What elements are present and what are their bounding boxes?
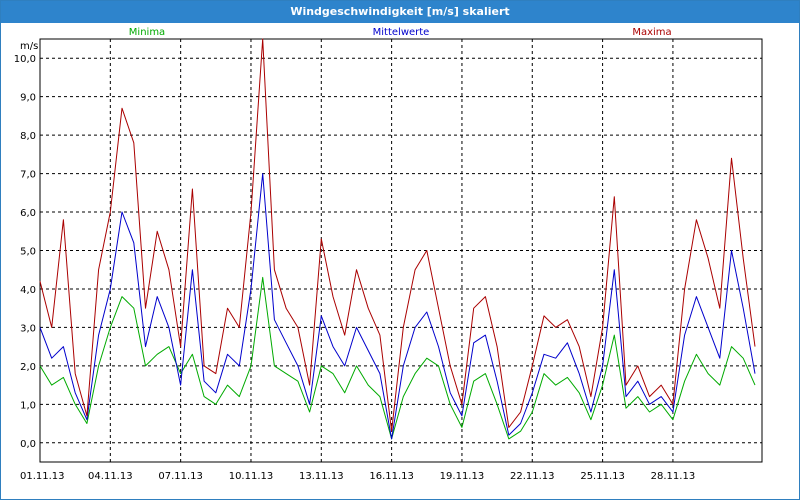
x-tick-label: 13.11.13 (299, 471, 344, 482)
x-tick-label: 25.11.13 (580, 471, 625, 482)
y-tick-label: 7,0 (20, 170, 36, 181)
y-tick-label: 1,0 (20, 400, 36, 411)
y-tick-label: 6,0 (20, 208, 36, 219)
y-tick-label: 0,0 (20, 439, 36, 450)
legend-minima: Minima (129, 27, 165, 38)
y-tick-label: 2,0 (20, 362, 36, 373)
y-axis-unit: m/s (20, 41, 38, 52)
series-lines (39, 38, 756, 440)
x-tick-label: 04.11.13 (88, 471, 133, 482)
y-tick-label: 9,0 (20, 93, 36, 104)
series-line-mittelwerte (39, 173, 756, 440)
y-tick-label: 5,0 (20, 247, 36, 258)
x-tick-label: 28.11.13 (651, 471, 696, 482)
x-tick-label: 07.11.13 (158, 471, 203, 482)
series-line-maxima (39, 38, 756, 432)
x-tick-label: 22.11.13 (510, 471, 555, 482)
series-line-minima (39, 276, 756, 440)
legend-mittelwerte: Mittelwerte (373, 27, 430, 38)
legend-maxima: Maxima (632, 27, 671, 38)
y-tick-label: 4,0 (20, 285, 36, 296)
x-tick-label: 10.11.13 (229, 471, 274, 482)
legend: Minima Mittelwerte Maxima (129, 27, 672, 38)
y-tick-label: 8,0 (20, 131, 36, 142)
y-axis-ticks: 0,0 1,0 2,0 3,0 4,0 5,0 6,0 7,0 8,0 9,0 10,0 (14, 54, 36, 450)
y-tick-label: 3,0 (20, 323, 36, 334)
x-tick-label: 01.11.13 (20, 471, 65, 482)
x-tick-label: 16.11.13 (369, 471, 414, 482)
x-tick-label: 19.11.13 (440, 471, 485, 482)
x-axis-ticks: 01.11.13 04.11.13 07.11.13 10.11.13 13.11.13… (20, 471, 695, 482)
y-tick-label: 10,0 (14, 54, 36, 65)
window-title: Windgeschwindigkeit [m/s] skaliert (1, 1, 799, 23)
